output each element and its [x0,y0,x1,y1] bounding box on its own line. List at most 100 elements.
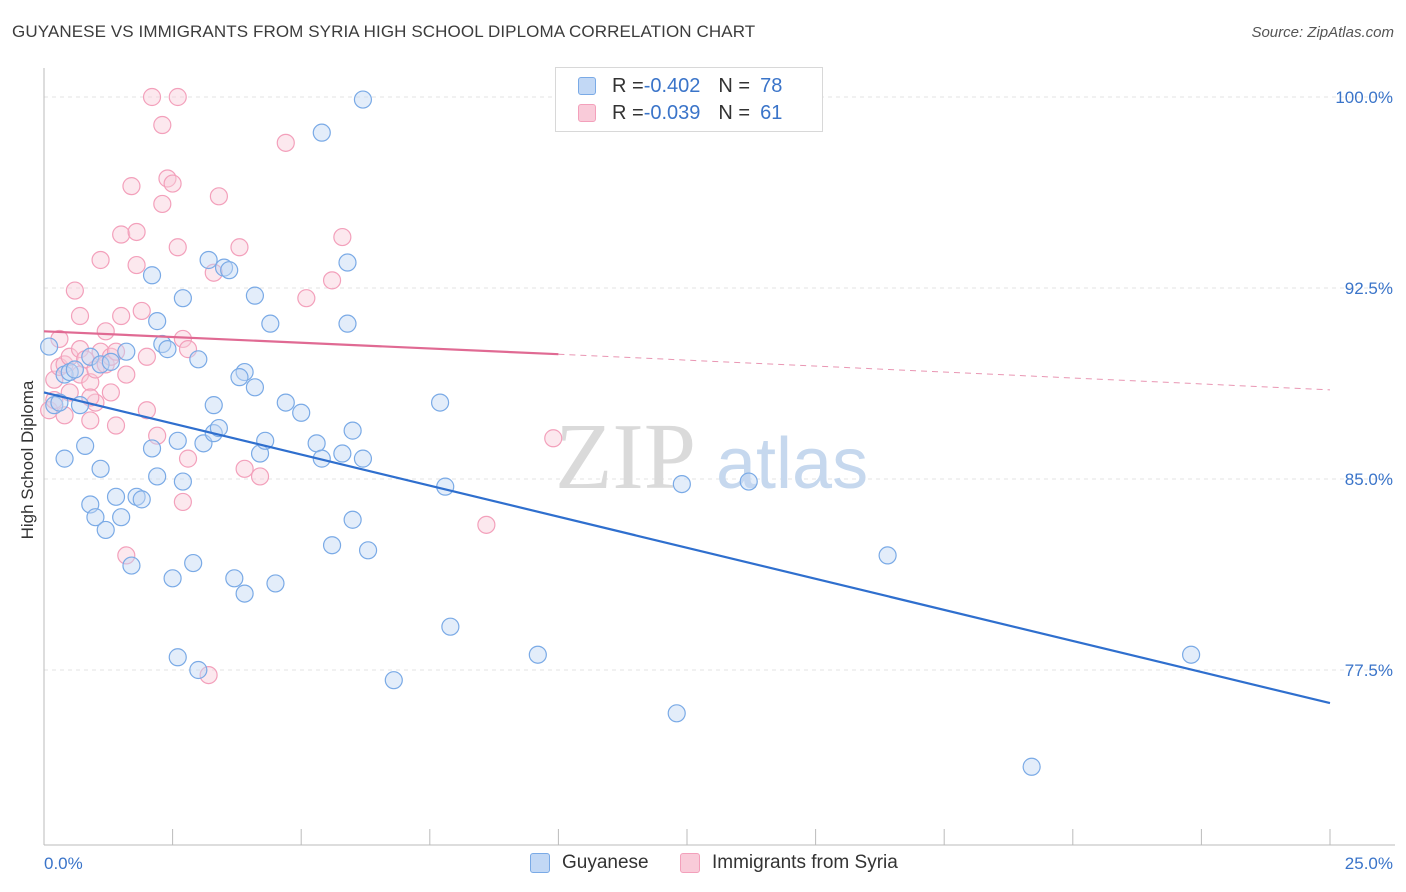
guyanese-point-1 [45,396,64,415]
x-tick-label-1: 25.0% [1345,854,1393,873]
guyanese-point-8 [81,347,100,366]
syria-point-33 [137,401,156,420]
guyanese-point-70 [667,704,686,723]
guyanese-point-43 [235,362,254,382]
syria-point-21 [101,383,120,402]
n-label: N = [718,74,751,97]
guyanese-point-63 [353,90,373,109]
syria-point-43 [173,492,192,512]
syria-point-26 [117,365,136,384]
syria-point-54 [322,271,342,290]
syria-point-34 [142,87,162,107]
watermark-zip: ZIP [555,405,696,509]
guyanese-point-20 [142,439,162,458]
syria-point-40 [168,238,187,257]
syria-point-30 [127,255,146,275]
syria-point-31 [132,301,151,321]
legend-row-syria: R = -0.039 N = 61 [578,101,782,125]
syria-point-53 [297,289,316,308]
guyanese-point-10 [101,352,120,371]
guyanese-point-19 [132,490,151,509]
guyanese-point-12 [91,459,110,478]
syria-point-18 [91,250,110,270]
syria-point-48 [209,187,228,206]
y-axis-label: High School Diploma [18,380,37,540]
guyanese-point-52 [307,434,326,453]
syria-point-57 [544,429,563,448]
r-value-syria: -0.039 [643,101,701,124]
syria-point-55 [333,227,352,247]
guyanese-point-67 [441,617,460,636]
n-value-guyanese: 78 [760,74,783,97]
guyanese-point-11 [117,342,136,361]
guyanese-point-31 [184,553,203,573]
guyanese-point-76 [106,487,126,506]
guyanese-point-77 [230,368,249,387]
guyanese-point-16 [112,508,131,527]
n-value-syria: 61 [760,101,783,124]
swatch-guyanese [578,77,596,95]
trend-line-guyanese [43,391,1331,705]
syria-point-3 [50,329,69,349]
guyanese-point-61 [353,449,373,468]
guyanese-point-4 [60,362,79,382]
guyanese-point-30 [173,472,192,491]
trend-lines [43,330,1331,705]
guyanese-point-39 [214,258,234,277]
guyanese-point-56 [333,444,352,463]
syria-point-24 [112,225,131,244]
syria-point-19 [96,322,115,341]
guyanese-point-74 [1182,645,1201,664]
guyanese-point-14 [86,508,105,527]
guyanese-point-22 [148,467,167,486]
guyanese-point-54 [312,123,331,142]
guyanese-point-48 [261,314,280,333]
guyanese-point-28 [168,431,187,450]
syria-point-8 [65,281,84,300]
syria-point-46 [199,665,218,685]
syria-point-56 [477,515,496,534]
legend-row-guyanese: R = -0.402 N = 78 [578,74,782,98]
guyanese-point-65 [430,393,450,412]
guyanese-point-5 [65,360,84,379]
syria-point-14 [81,411,100,430]
tick-labels: 77.5% 85.0% 92.5% 100.0% 0.0% 25.0% [44,88,1393,873]
guyanese-point-49 [266,574,285,593]
guyanese-point-21 [142,266,162,285]
guyanese-point-2 [50,393,69,412]
guyanese-point-0 [40,337,59,356]
syria-point-27 [117,546,136,565]
guyanese-point-6 [55,449,74,468]
axes [43,68,1395,846]
series-syria-points [40,87,563,685]
guyanese-point-62 [358,541,378,560]
guyanese-point-44 [245,286,265,305]
guyanese-point-57 [338,253,357,272]
guyanese-point-58 [338,314,357,333]
guyanese-point-38 [209,418,228,438]
watermark-atlas: atlas [716,424,868,504]
legend-swatch-syria [680,853,700,873]
guyanese-point-25 [158,340,177,359]
syria-point-45 [178,449,198,468]
watermark: ZIP atlas [555,405,868,509]
legend-swatch-guyanese [530,853,550,873]
guyanese-point-17 [122,556,141,575]
series-guyanese-points [40,90,1201,776]
syria-point-25 [112,306,131,326]
syria-point-32 [137,347,156,366]
guyanese-point-35 [199,250,218,270]
guyanese-point-73 [1022,757,1041,776]
y-tick-label-2: 92.5% [1345,279,1393,298]
syria-point-38 [158,169,177,188]
syria-point-49 [230,238,249,257]
syria-point-59 [106,342,126,361]
guyanese-point-32 [189,660,208,680]
chart-source: Source: ZipAtlas.com [1251,24,1394,41]
guyanese-point-18 [127,487,146,506]
guyanese-point-15 [96,520,115,540]
legend-label-syria: Immigrants from Syria [712,852,898,873]
trend-extension-syria [558,353,1331,391]
guyanese-point-72 [878,546,897,565]
syria-point-10 [70,340,90,359]
